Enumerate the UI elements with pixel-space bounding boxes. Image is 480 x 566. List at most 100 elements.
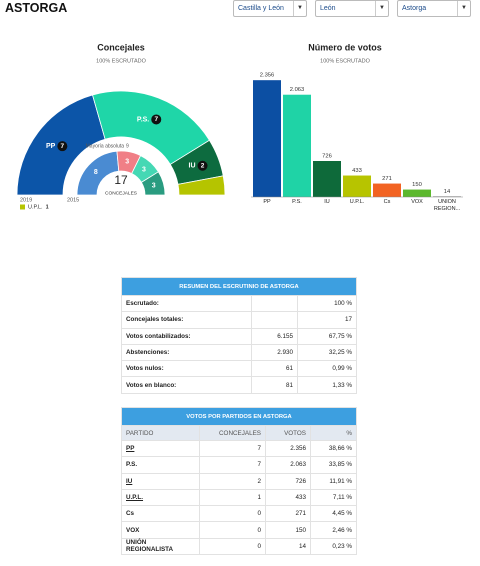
cell — [251, 311, 298, 329]
cell: 2.063 — [265, 456, 311, 474]
table-row: Cs 0 271 4,45 % — [121, 505, 357, 523]
seat-segment — [140, 171, 166, 196]
row-label: Concejales totales: — [121, 311, 252, 329]
table-title: VOTOS POR PARTIDOS EN ASTORGA — [121, 407, 357, 426]
dropdown-label: León — [320, 5, 336, 12]
column-header: % — [310, 425, 357, 441]
bar — [283, 94, 311, 197]
cell: 14 — [265, 537, 311, 556]
table-row: Votos en blanco: 81 1,33 % — [121, 376, 357, 394]
segment-value: 3 — [142, 167, 146, 174]
row-value: 100 % — [297, 294, 357, 313]
party-name: P.S. — [126, 461, 138, 469]
column-header: PARTIDO — [121, 425, 200, 441]
bar — [403, 189, 431, 197]
party-cell: PP — [121, 439, 200, 458]
bar — [343, 175, 371, 197]
segment-badge — [151, 114, 162, 125]
total-seats: 17 — [114, 173, 128, 187]
segment-name: PP — [46, 143, 56, 150]
cell: 33,85 % — [310, 456, 357, 474]
party-link[interactable]: U.P.L. — [126, 494, 144, 502]
dropdown-arrow: ▼ — [375, 1, 388, 16]
row-label: Votos contabilizados: — [121, 327, 252, 345]
segment-badge — [57, 141, 68, 152]
party-cell: IU — [121, 472, 200, 490]
cell: 0 — [199, 537, 266, 556]
cell: 2 — [199, 472, 266, 490]
dropdown[interactable]: León ▼ — [315, 0, 389, 17]
row-label: Votos nulos: — [121, 360, 252, 378]
majority-value: 9 — [126, 143, 129, 149]
value-label: 150 — [412, 182, 422, 188]
chart-subtitle: 100% ESCRUTADO — [320, 58, 370, 64]
segment-value: 3 — [125, 158, 129, 165]
chart-title: Número de votos — [308, 42, 382, 52]
dropdown[interactable]: Castilla y León ▼ — [233, 0, 307, 17]
legend-value: 1 — [46, 204, 49, 210]
cell: 1 — [199, 488, 266, 507]
cell: 7 — [199, 456, 266, 474]
total-label: CONCEJALES — [105, 190, 137, 196]
party-cell: U.P.L. — [121, 488, 200, 507]
row-label: Votos en blanco: — [121, 376, 252, 394]
table-row: VOX 0 150 2,46 % — [121, 521, 357, 539]
row-value: 6.155 — [251, 327, 298, 345]
page-title: ASTORGA — [5, 1, 68, 15]
party-cell: Cs — [121, 505, 200, 523]
segment-value: 3 — [152, 183, 156, 190]
bar — [313, 161, 341, 197]
x-tick-label: VOX — [411, 199, 423, 205]
value-label: 14 — [444, 189, 451, 195]
table-title-row: RESUMEN DEL ESCRUTINIO DE ASTORGA — [121, 277, 357, 296]
cell: 7 — [199, 439, 266, 458]
x-tick-label: P.S. — [292, 199, 302, 205]
seat-segment — [177, 175, 226, 196]
header-row: PARTIDO CONCEJALES VOTOS% — [121, 425, 357, 441]
table-row: Concejales totales: 17 — [121, 311, 357, 329]
x-tick-label: IU — [324, 199, 330, 205]
dropdown-label: Astorga — [402, 5, 427, 12]
table-row: PP 7 2.356 38,66 % — [121, 439, 357, 458]
legend-name: U.P.L. — [28, 204, 43, 210]
row-value: 67,75 % — [297, 327, 357, 345]
table-title-row: VOTOS POR PARTIDOS EN ASTORGA — [121, 407, 357, 426]
bar — [253, 80, 281, 197]
cell: 2,46 % — [310, 521, 357, 539]
cell: 7,11 % — [310, 488, 357, 507]
row-value: 2.930 — [251, 343, 298, 362]
row-value: 81 — [251, 376, 298, 394]
party-cell: P.S. — [121, 456, 200, 474]
x-tick-label: Cs — [383, 199, 391, 205]
cell: 38,66 % — [310, 439, 357, 458]
cell: 4,45 % — [310, 505, 357, 523]
dropdown-arrow: ▼ — [293, 1, 306, 16]
party-table: VOTOS POR PARTIDOS EN ASTORGA PARTIDO CONC… — [121, 407, 357, 556]
cell: 0 — [199, 521, 266, 539]
ring-label: 2015 — [67, 197, 79, 203]
row-value: 0,99 % — [297, 360, 357, 378]
table-row: IU 2 726 11,91 % — [121, 472, 357, 490]
table-row: U.P.L. 1 433 7,11 % — [121, 488, 357, 507]
segment-value: 8 — [94, 169, 98, 176]
bar — [433, 196, 461, 197]
segment-value: 7 — [154, 116, 158, 123]
table-row: P.S. 7 2.063 33,85 % — [121, 456, 357, 474]
chart-title: Concejales — [97, 42, 145, 52]
dropdown[interactable]: Astorga ▼ — [397, 0, 471, 17]
cell: 150 — [265, 521, 311, 539]
party-name: Cs — [126, 510, 135, 518]
dropdown-label: Castilla y León — [238, 5, 284, 12]
bar — [373, 183, 401, 197]
segment-value: 7 — [61, 143, 65, 150]
row-value: 17 — [297, 311, 357, 329]
table-row: Escrutado: 100 % — [121, 294, 357, 313]
x-tick-label: UNION REGION... — [433, 199, 461, 212]
segment-name: IU — [189, 163, 196, 170]
column-header: VOTOS — [265, 425, 311, 441]
cell: 0 — [199, 505, 266, 523]
ring-label: 2019 — [20, 197, 32, 203]
party-link[interactable]: PP — [126, 445, 135, 453]
party-link[interactable]: IU — [126, 477, 133, 485]
